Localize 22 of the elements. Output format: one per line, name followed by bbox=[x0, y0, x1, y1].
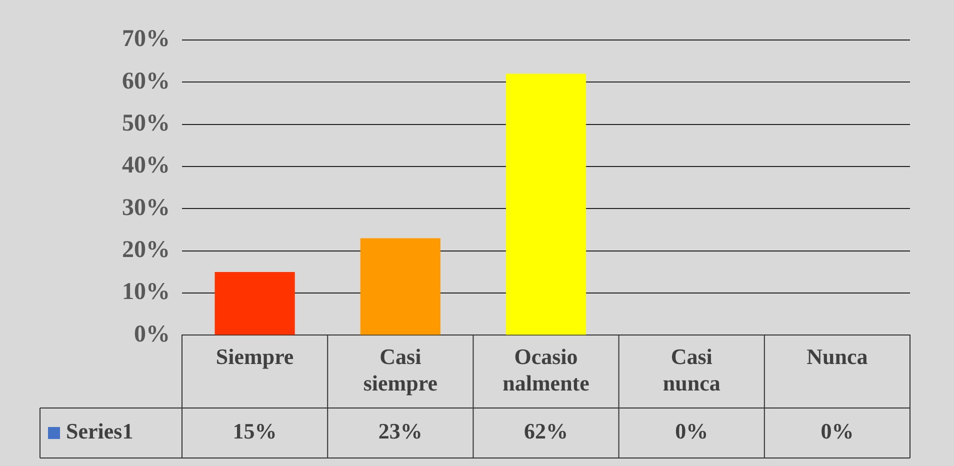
y-tick-label: 30% bbox=[122, 194, 170, 221]
bar bbox=[360, 238, 440, 335]
bar bbox=[214, 272, 295, 335]
x-tick-label: Casi nunca bbox=[662, 344, 720, 396]
data-label: 62% bbox=[524, 418, 568, 444]
bar bbox=[506, 74, 586, 335]
y-tick-label: 20% bbox=[122, 237, 170, 264]
y-tick-label: 0% bbox=[134, 321, 170, 348]
y-tick-label: 70% bbox=[122, 26, 170, 52]
text: Series1 bbox=[66, 418, 134, 444]
x-tick-label: Casi siempre bbox=[363, 344, 438, 396]
x-tick-label: Nunca bbox=[806, 344, 868, 370]
y-tick-label: 60% bbox=[122, 68, 170, 94]
data-label: 15% bbox=[232, 418, 277, 444]
y-tick-label: 10% bbox=[122, 279, 170, 306]
data-label: 23% bbox=[378, 418, 422, 444]
data-label: 0% bbox=[820, 418, 854, 444]
x-tick-label: Ocasionalmente bbox=[502, 344, 590, 396]
x-tick-label: Siempre bbox=[216, 344, 294, 370]
y-tick-label: 40% bbox=[122, 152, 170, 179]
data-label: 0% bbox=[675, 418, 708, 444]
y-tick-label: 50% bbox=[122, 110, 170, 137]
